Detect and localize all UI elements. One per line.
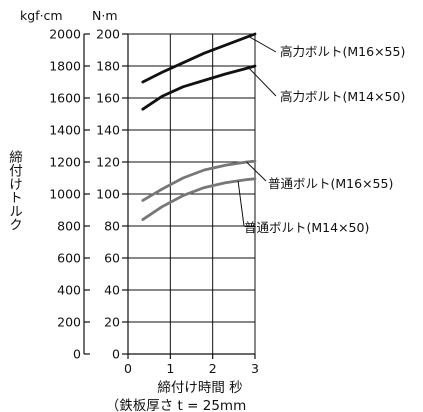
y-tick-label-nm: 60 [104,251,120,266]
y-tick-label-kgf: 1400 [49,123,81,138]
y-tick-label-kgf: 1600 [49,91,81,106]
y-tick-label-kgf: 400 [57,283,81,298]
series-label-1: 高力ボルト(M16×55) [280,44,405,59]
plate-thickness-note: （鉄板厚さ t = 25mm [106,398,246,412]
series-leader-2 [248,67,277,97]
x-axis-title: 締付け時間 秒 [157,379,242,396]
series-label-3: 普通ボルト(M16×55) [268,176,393,191]
unit-n-m: N·m [92,8,118,23]
y-tick-label-nm: 200 [96,27,120,42]
series-leader-4 [237,180,245,227]
y-tick-label-kgf: 2000 [49,27,81,42]
y-tick-label-nm: 120 [96,155,120,170]
y-tick-label-kgf: 1800 [49,59,81,74]
series-lines [141,32,257,221]
unit-kgf-cm: kgf·cm [20,8,63,23]
y-tick-label-kgf: 1200 [49,155,81,170]
x-tick-label: 0 [124,361,132,376]
y-tick-label-nm: 40 [104,283,120,298]
series-line-1 [141,32,257,84]
y-tick-label-kgf: 1000 [49,187,81,202]
y-tick-label-nm: 140 [96,123,120,138]
x-tick-label: 3 [251,361,259,376]
series-leader-1 [248,35,277,53]
series-labels: 高力ボルト(M16×55) 高力ボルト(M14×50) 普通ボルト(M16×55) 普… [237,35,405,235]
grid [128,33,256,354]
y-tick-label-nm: 80 [104,219,120,234]
x-tick-label: 1 [166,361,174,376]
series-line-2 [141,64,257,111]
y-tick-label-nm: 100 [96,187,120,202]
y-tick-label-nm: 0 [112,347,120,362]
series-line-3 [141,159,257,202]
y-tick-label-kgf: 200 [57,315,81,330]
y-tick-label-kgf: 800 [57,219,81,234]
y-axis-title: 締付けトルク [6,149,23,232]
x-tick-label: 2 [209,361,217,376]
y-tick-label-kgf: 0 [73,347,81,362]
y-tick-label-nm: 180 [96,59,120,74]
y-tick-label-nm: 20 [104,315,120,330]
series-line-4 [141,177,257,221]
axes: 0020200404006060080800100100012012001401… [49,27,259,377]
series-leader-3 [246,161,267,182]
y-tick-label-nm: 160 [96,91,120,106]
series-label-2: 高力ボルト(M14×50) [280,89,405,104]
series-label-4: 普通ボルト(M14×50) [244,220,369,235]
y-tick-label-kgf: 600 [57,251,81,266]
